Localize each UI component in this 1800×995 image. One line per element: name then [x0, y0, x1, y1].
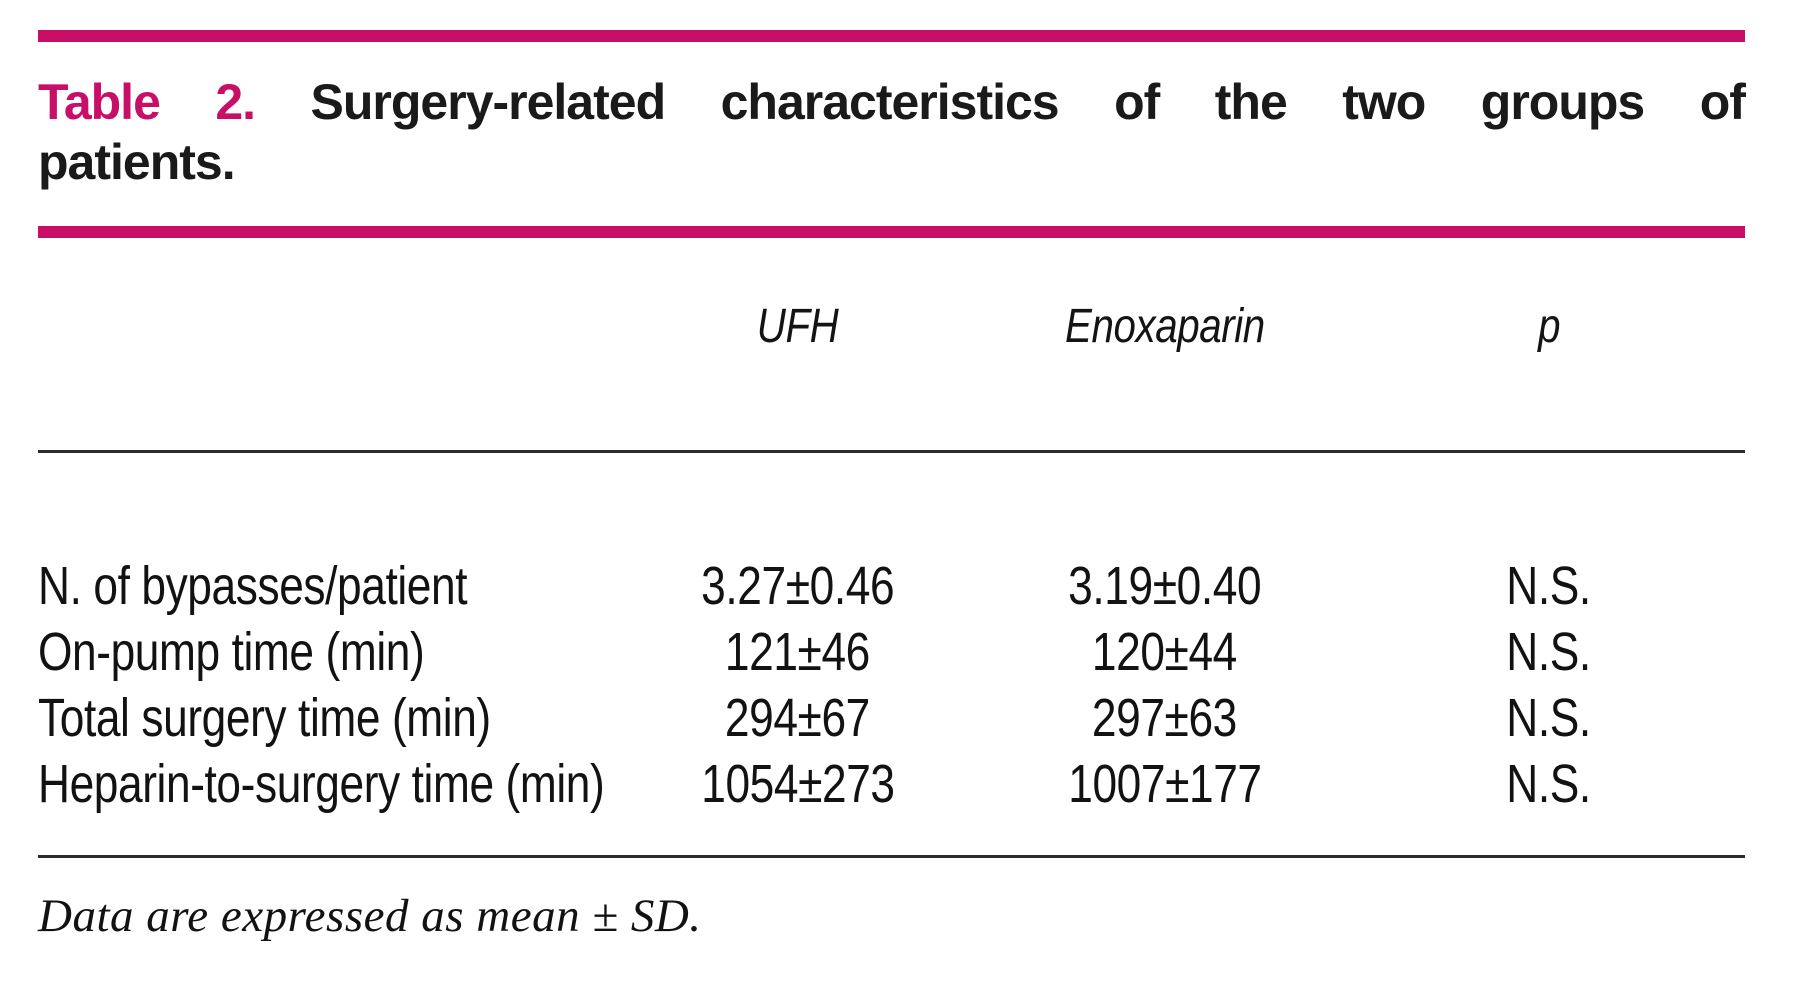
row-label: Total surgery time (min): [38, 688, 491, 748]
cell-p: N.S.: [1352, 452, 1745, 620]
value-p: N.S.: [1506, 688, 1591, 748]
value-enoxaparin: 120±44: [1092, 622, 1238, 682]
table-number-word: 2.: [215, 74, 256, 130]
cell-p: N.S.: [1352, 685, 1745, 751]
header-cell-ufh: UFH: [618, 238, 977, 453]
value-p: N.S.: [1506, 754, 1591, 814]
title-word: Surgery-related: [310, 74, 667, 130]
cell-enoxaparin: 3.19±0.40: [977, 452, 1353, 620]
title-word: of: [1114, 74, 1160, 130]
value-ufh: 3.27±0.46: [701, 556, 895, 616]
value-ufh: 294±67: [725, 688, 871, 748]
title-word: of: [1699, 74, 1746, 130]
header-label-ufh: UFH: [756, 300, 839, 353]
cell-enoxaparin: 1007±177: [976, 751, 1353, 858]
table-row: Total surgery time (min) 294±67 297±63 N…: [38, 685, 1745, 751]
title-word: the: [1214, 74, 1288, 130]
table-footnote: Data are expressed as mean ± SD.: [38, 890, 702, 942]
top-accent-rule: [38, 30, 1745, 42]
row-label: Heparin-to-surgery time (min): [38, 754, 605, 814]
row-label-cell: Total surgery time (min): [38, 685, 618, 751]
table-title-line1: Table 2. Surgery-related characteristics…: [38, 72, 1746, 132]
header-label-p: p: [1537, 300, 1560, 353]
table-title-line2: patients.: [38, 134, 236, 190]
value-ufh: 1054±273: [700, 754, 895, 814]
title-word: two: [1342, 74, 1426, 130]
table-row: On-pump time (min) 121±46 120±44 N.S.: [38, 619, 1745, 685]
table-title: Table 2. Surgery-related characteristics…: [38, 72, 1746, 192]
value-enoxaparin: 297±63: [1092, 688, 1238, 748]
value-p: N.S.: [1506, 556, 1591, 616]
table-row: Heparin-to-surgery time (min) 1054±273 1…: [38, 751, 1745, 858]
cell-ufh: 294±67: [618, 685, 976, 751]
value-enoxaparin: 3.19±0.40: [1068, 556, 1262, 616]
table-number-word: Table: [38, 74, 161, 130]
row-label-cell: N. of bypasses/patient: [38, 452, 618, 620]
row-label-cell: Heparin-to-surgery time (min): [38, 751, 619, 858]
cell-ufh: 3.27±0.46: [618, 452, 976, 620]
cell-ufh: 1054±273: [618, 751, 977, 858]
cell-enoxaparin: 297±63: [977, 685, 1353, 751]
header-cell-p: p: [1352, 238, 1745, 453]
surgery-characteristics-table: UFH Enoxaparin p N. of bypasses/patient …: [38, 238, 1745, 858]
title-word: groups: [1480, 74, 1645, 130]
table-row: N. of bypasses/patient 3.27±0.46 3.19±0.…: [38, 452, 1745, 620]
value-ufh: 121±46: [725, 622, 871, 682]
title-word: characteristics: [720, 74, 1060, 130]
value-p: N.S.: [1506, 622, 1591, 682]
title-bottom-accent-rule: [38, 226, 1745, 238]
cell-enoxaparin: 120±44: [977, 619, 1353, 685]
header-label-enoxaparin: Enoxaparin: [1064, 300, 1265, 353]
header-cell-empty: [38, 238, 619, 453]
row-label: N. of bypasses/patient: [38, 556, 468, 616]
row-label: On-pump time (min): [38, 622, 425, 682]
row-label-cell: On-pump time (min): [38, 619, 618, 685]
table-header-row: UFH Enoxaparin p: [38, 238, 1745, 453]
cell-p: N.S.: [1352, 751, 1745, 858]
value-enoxaparin: 1007±177: [1067, 754, 1262, 814]
header-cell-enoxaparin: Enoxaparin: [976, 238, 1353, 453]
cell-ufh: 121±46: [618, 619, 976, 685]
cell-p: N.S.: [1352, 619, 1745, 685]
